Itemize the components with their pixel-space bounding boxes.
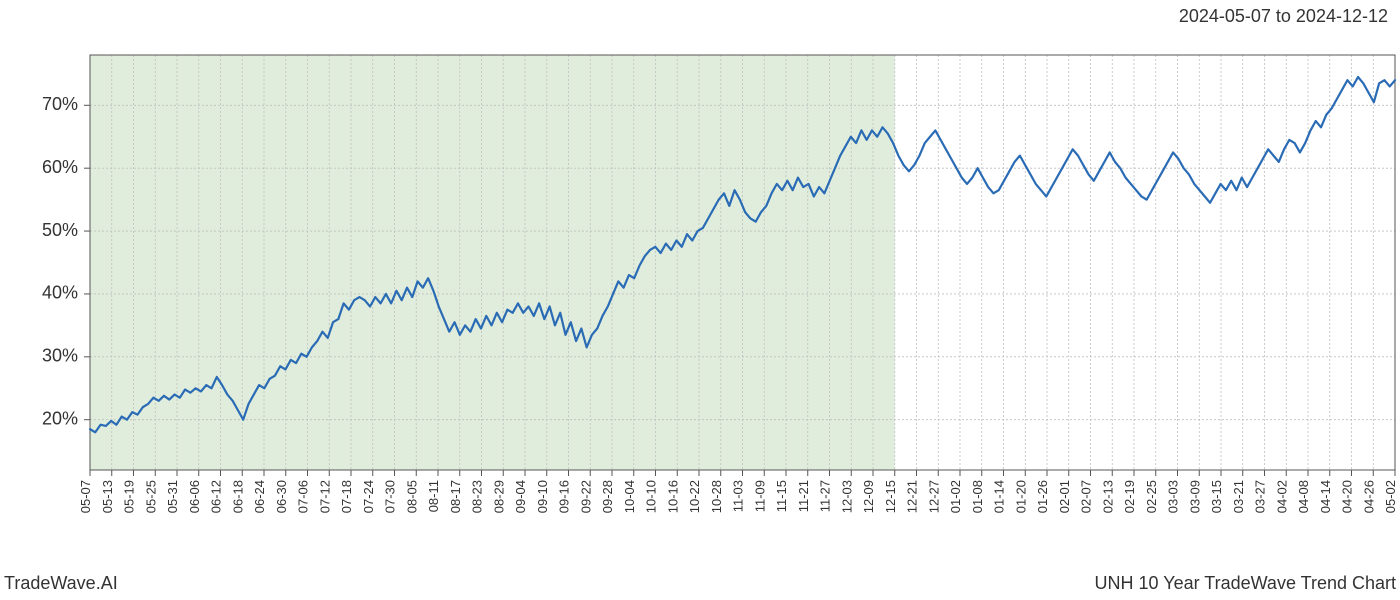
- svg-text:10-22: 10-22: [687, 480, 702, 513]
- svg-text:01-08: 01-08: [970, 480, 985, 513]
- y-axis: 20% 30% 40% 50% 60% 70%: [42, 94, 90, 428]
- svg-text:02-19: 02-19: [1122, 480, 1137, 513]
- svg-text:04-02: 04-02: [1274, 480, 1289, 513]
- svg-text:01-20: 01-20: [1013, 480, 1028, 513]
- svg-text:10-16: 10-16: [665, 480, 680, 513]
- svg-text:04-14: 04-14: [1318, 480, 1333, 513]
- svg-text:03-27: 03-27: [1253, 480, 1268, 513]
- svg-text:11-09: 11-09: [752, 480, 767, 512]
- svg-text:04-20: 04-20: [1340, 480, 1355, 513]
- svg-text:07-18: 07-18: [339, 480, 354, 513]
- svg-text:09-28: 09-28: [600, 480, 615, 513]
- svg-text:08-29: 08-29: [491, 480, 506, 513]
- svg-text:05-31: 05-31: [165, 480, 180, 513]
- svg-text:10-28: 10-28: [709, 480, 724, 513]
- svg-text:05-02: 05-02: [1383, 480, 1398, 513]
- svg-text:30%: 30%: [42, 346, 78, 366]
- svg-text:06-18: 06-18: [230, 480, 245, 513]
- svg-text:05-07: 05-07: [78, 480, 93, 513]
- svg-text:12-27: 12-27: [926, 480, 941, 513]
- footer-title: UNH 10 Year TradeWave Trend Chart: [1095, 573, 1396, 594]
- svg-text:06-30: 06-30: [274, 480, 289, 513]
- svg-text:03-15: 03-15: [1209, 480, 1224, 513]
- svg-text:11-15: 11-15: [774, 480, 789, 512]
- svg-text:09-04: 09-04: [513, 480, 528, 513]
- svg-text:06-12: 06-12: [209, 480, 224, 513]
- svg-text:07-12: 07-12: [317, 480, 332, 513]
- svg-text:05-13: 05-13: [100, 480, 115, 513]
- svg-text:07-24: 07-24: [361, 480, 376, 513]
- svg-text:01-02: 01-02: [948, 480, 963, 513]
- svg-text:05-19: 05-19: [122, 480, 137, 513]
- svg-text:01-14: 01-14: [992, 480, 1007, 513]
- svg-text:12-15: 12-15: [883, 480, 898, 513]
- chart-area: 20%30%40%50%60%70%05-0705-1305-1905-2505…: [0, 40, 1400, 540]
- svg-text:10-10: 10-10: [644, 480, 659, 513]
- svg-text:09-10: 09-10: [535, 480, 550, 513]
- svg-text:08-11: 08-11: [426, 480, 441, 512]
- svg-text:04-26: 04-26: [1361, 480, 1376, 513]
- svg-text:12-09: 12-09: [861, 480, 876, 513]
- svg-text:10-04: 10-04: [622, 480, 637, 513]
- svg-text:40%: 40%: [42, 283, 78, 303]
- svg-text:12-03: 12-03: [839, 480, 854, 513]
- svg-text:08-23: 08-23: [470, 480, 485, 513]
- svg-text:12-21: 12-21: [905, 480, 920, 513]
- svg-text:02-13: 02-13: [1100, 480, 1115, 513]
- svg-text:02-25: 02-25: [1144, 480, 1159, 513]
- svg-text:20%: 20%: [42, 408, 78, 428]
- svg-text:08-17: 08-17: [448, 480, 463, 513]
- svg-text:09-16: 09-16: [557, 480, 572, 513]
- svg-text:03-21: 03-21: [1231, 480, 1246, 513]
- svg-text:06-24: 06-24: [252, 480, 267, 513]
- svg-text:11-21: 11-21: [796, 480, 811, 512]
- svg-text:60%: 60%: [42, 157, 78, 177]
- footer-brand: TradeWave.AI: [4, 573, 118, 594]
- svg-text:50%: 50%: [42, 220, 78, 240]
- svg-text:08-05: 08-05: [404, 480, 419, 513]
- svg-text:11-27: 11-27: [818, 480, 833, 512]
- svg-text:03-03: 03-03: [1166, 480, 1181, 513]
- x-axis: 05-07 05-13 05-19 05-25 05-31 06-06 06-12 06-18…: [78, 470, 1398, 513]
- svg-text:01-26: 01-26: [1035, 480, 1050, 513]
- svg-text:07-06: 07-06: [296, 480, 311, 513]
- svg-text:09-22: 09-22: [578, 480, 593, 513]
- svg-text:07-30: 07-30: [383, 480, 398, 513]
- svg-text:03-09: 03-09: [1187, 480, 1202, 513]
- date-range-label: 2024-05-07 to 2024-12-12: [1179, 6, 1388, 27]
- svg-text:70%: 70%: [42, 94, 78, 114]
- svg-text:11-03: 11-03: [731, 480, 746, 512]
- svg-text:06-06: 06-06: [187, 480, 202, 513]
- svg-text:02-07: 02-07: [1079, 480, 1094, 513]
- svg-text:04-08: 04-08: [1296, 480, 1311, 513]
- svg-text:05-25: 05-25: [143, 480, 158, 513]
- chart-svg: 20%30%40%50%60%70%05-0705-1305-1905-2505…: [0, 40, 1400, 540]
- svg-text:02-01: 02-01: [1057, 480, 1072, 513]
